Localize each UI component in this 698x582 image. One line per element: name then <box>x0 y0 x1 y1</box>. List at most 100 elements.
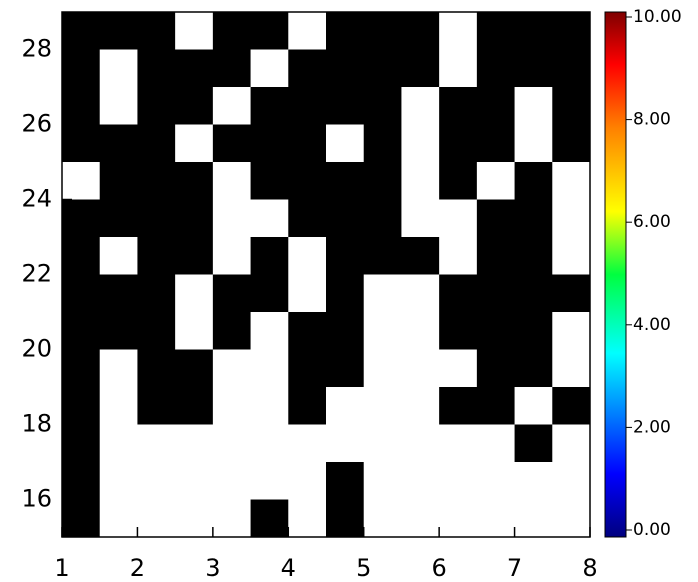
cell <box>288 124 327 163</box>
cell <box>401 87 440 125</box>
cell <box>326 349 365 388</box>
cell <box>514 199 553 238</box>
cell <box>401 162 440 200</box>
colorbar-tick-label: 10.00 <box>633 7 682 27</box>
cell <box>363 274 402 313</box>
cell <box>250 199 289 238</box>
cell <box>326 87 365 125</box>
cell <box>514 87 553 125</box>
cell <box>288 12 327 50</box>
cell <box>99 12 138 50</box>
cell <box>439 12 478 50</box>
cell <box>514 349 553 388</box>
cell <box>552 124 591 163</box>
cell <box>401 49 440 88</box>
cell <box>514 162 553 200</box>
cell <box>137 499 176 538</box>
cell <box>439 49 478 88</box>
cell <box>439 349 478 388</box>
cell <box>552 349 591 388</box>
colorbar <box>604 11 627 538</box>
cell <box>62 274 101 313</box>
cell <box>439 162 478 200</box>
cell <box>288 237 327 275</box>
cell <box>62 499 101 538</box>
cell <box>212 237 252 275</box>
cell <box>137 49 176 88</box>
cell <box>439 462 478 500</box>
cell <box>401 124 440 163</box>
colorbar-tick-label: 0.00 <box>633 520 671 540</box>
cell <box>99 349 138 388</box>
cell <box>288 199 327 238</box>
cell <box>62 312 101 350</box>
y-tick-label: 20 <box>21 335 52 363</box>
cell <box>62 12 101 50</box>
cell <box>137 274 176 313</box>
cell <box>288 387 327 425</box>
cell <box>212 349 252 388</box>
cell <box>514 49 553 88</box>
cell <box>137 87 176 125</box>
cell <box>552 387 591 425</box>
cell <box>326 12 365 50</box>
cell <box>137 312 176 350</box>
cell <box>175 312 214 350</box>
cell <box>288 312 327 350</box>
cell <box>250 349 289 388</box>
cell <box>514 462 553 500</box>
cell <box>552 499 591 538</box>
cell <box>363 237 402 275</box>
cell <box>326 424 365 463</box>
x-tick-label: 1 <box>54 554 69 582</box>
cell <box>175 49 214 88</box>
cell <box>363 49 402 88</box>
cell <box>552 162 591 200</box>
cell <box>401 387 440 425</box>
cell <box>401 237 440 275</box>
cell <box>212 424 252 463</box>
cell <box>137 162 176 200</box>
cell <box>62 349 101 388</box>
cell <box>99 199 138 238</box>
cell <box>212 462 252 500</box>
cell <box>99 124 138 163</box>
cell <box>250 87 289 125</box>
cell <box>99 424 138 463</box>
cell <box>401 424 440 463</box>
x-tick-label: 6 <box>432 554 447 582</box>
cell <box>99 462 138 500</box>
cell <box>363 499 402 538</box>
cell <box>250 12 289 50</box>
cell <box>439 237 478 275</box>
cell <box>99 162 138 200</box>
cell <box>250 49 289 88</box>
cell <box>212 312 252 350</box>
cell <box>99 312 138 350</box>
cell <box>288 499 327 538</box>
y-tick-label: 22 <box>21 260 52 288</box>
cell <box>476 12 516 50</box>
cell <box>326 237 365 275</box>
cell <box>552 12 591 50</box>
cell <box>288 349 327 388</box>
x-tick-label: 8 <box>582 554 597 582</box>
cell <box>62 199 101 238</box>
cell <box>514 424 553 463</box>
cell <box>62 49 101 88</box>
cell <box>363 312 402 350</box>
cell <box>476 199 516 238</box>
cell <box>439 499 478 538</box>
cell <box>552 274 591 313</box>
cell <box>288 162 327 200</box>
cell <box>363 349 402 388</box>
y-tick-label: 28 <box>21 35 52 63</box>
cell <box>326 312 365 350</box>
cell <box>137 462 176 500</box>
cell <box>552 87 591 125</box>
cell <box>401 462 440 500</box>
cell <box>250 274 289 313</box>
cell <box>326 124 365 163</box>
cell <box>175 462 214 500</box>
cell <box>552 424 591 463</box>
